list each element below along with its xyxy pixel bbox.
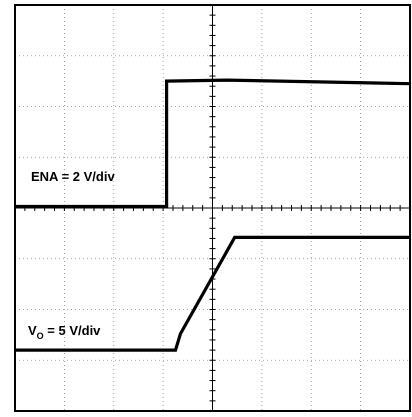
vo-trace [15, 235, 410, 352]
ena-label: ENA = 2 V/div [31, 169, 115, 184]
plot-frame [14, 4, 411, 412]
ena-trace [15, 78, 411, 209]
vo-label: VO = 5 V/div [28, 323, 101, 341]
vo-label-main: V [28, 323, 37, 338]
vo-label-sub: O [37, 331, 44, 341]
traces [15, 78, 411, 352]
vo-label-rest: = 5 V/div [44, 323, 101, 338]
